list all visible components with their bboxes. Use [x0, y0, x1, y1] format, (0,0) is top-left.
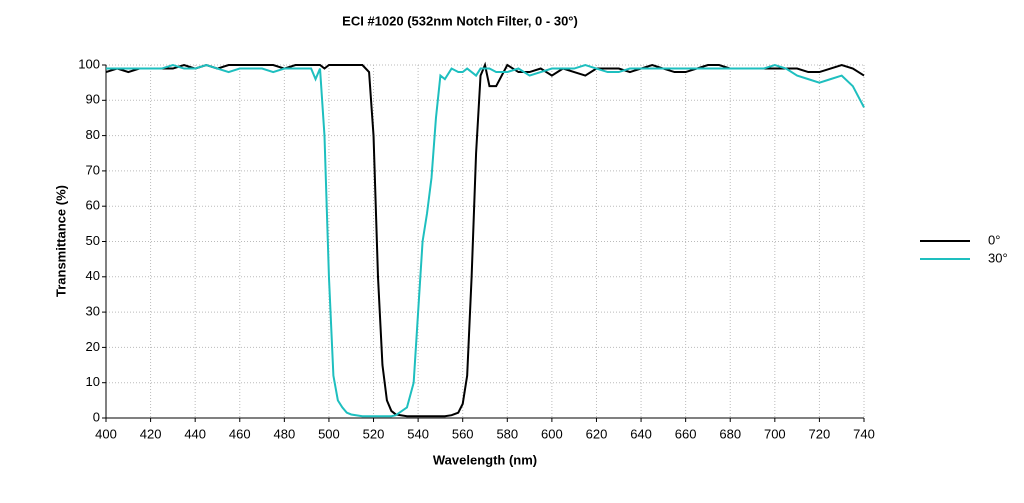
x-tick-label: 600	[541, 426, 563, 441]
y-tick-label: 10	[86, 374, 100, 389]
x-tick-label: 500	[318, 426, 340, 441]
series-line	[105, 61, 865, 418]
x-tick-label: 740	[853, 426, 875, 441]
x-tick-label: 720	[809, 426, 831, 441]
y-tick-label: 40	[86, 268, 100, 283]
series-line	[106, 63, 865, 418]
x-tick-label: 700	[764, 426, 786, 441]
x-tick-label: 480	[274, 426, 296, 441]
x-tick-label: 680	[719, 426, 741, 441]
legend-label: 0°	[988, 232, 1000, 247]
x-tick-label: 520	[363, 426, 385, 441]
y-tick-label: 80	[86, 127, 100, 142]
y-tick-label: 70	[86, 162, 100, 177]
y-tick-label: 0	[93, 409, 100, 424]
x-tick-label: 540	[407, 426, 429, 441]
chart-title: ECI #1020 (532nm Notch Filter, 0 - 30°)	[342, 13, 578, 28]
y-tick-label: 50	[86, 233, 100, 248]
y-tick-label: 90	[86, 92, 100, 107]
x-axis-label: Wavelength (nm)	[433, 452, 537, 467]
y-tick-label: 100	[78, 56, 100, 71]
legend-label: 30°	[988, 250, 1008, 265]
x-tick-label: 620	[586, 426, 608, 441]
x-tick-label: 640	[630, 426, 652, 441]
x-tick-label: 660	[675, 426, 697, 441]
x-tick-label: 400	[95, 426, 117, 441]
y-tick-label: 30	[86, 304, 100, 319]
y-tick-label: 60	[86, 198, 100, 213]
y-tick-label: 20	[86, 339, 100, 354]
x-tick-label: 420	[140, 426, 162, 441]
y-axis-label: Transmittance (%)	[53, 185, 68, 297]
x-tick-label: 460	[229, 426, 251, 441]
x-tick-label: 560	[452, 426, 474, 441]
x-tick-label: 580	[496, 426, 518, 441]
x-tick-label: 440	[184, 426, 206, 441]
